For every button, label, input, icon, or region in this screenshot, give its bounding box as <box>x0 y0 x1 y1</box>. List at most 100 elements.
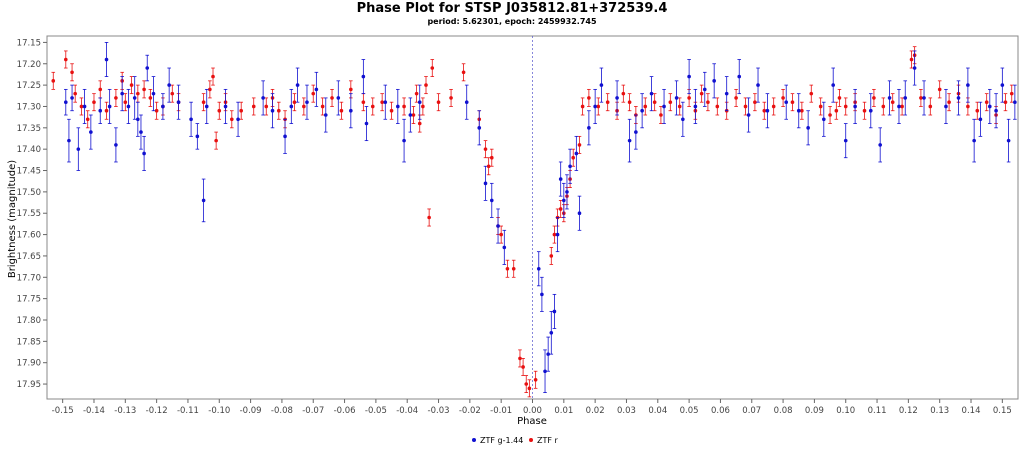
x-tick-label: 0.10 <box>836 406 855 416</box>
data-point-r <box>734 96 738 100</box>
x-axis-label: Phase <box>517 416 547 427</box>
data-point-r <box>123 100 128 104</box>
data-point-g <box>546 352 550 356</box>
data-point-g <box>236 117 240 122</box>
data-point-g <box>956 96 961 100</box>
data-point-r <box>627 100 632 104</box>
data-point-r <box>136 91 140 96</box>
data-point-g <box>502 245 507 250</box>
data-point-g <box>702 87 707 92</box>
data-point-g <box>765 108 770 113</box>
data-point-r <box>699 91 704 96</box>
data-point-r <box>427 215 431 220</box>
data-point-g <box>305 100 309 104</box>
x-tick-label: -0.10 <box>208 406 230 416</box>
x-tick-label: -0.15 <box>52 406 74 416</box>
data-point-r <box>414 91 419 96</box>
data-point-g <box>796 108 801 113</box>
data-point-r <box>402 104 406 109</box>
data-point-r <box>170 91 175 96</box>
data-point-g <box>283 134 287 139</box>
data-point-g <box>323 113 328 117</box>
data-point-g <box>574 151 579 156</box>
data-point-g <box>204 104 209 109</box>
data-point-r <box>558 207 563 211</box>
data-point-r <box>73 91 77 96</box>
data-point-g <box>167 83 171 87</box>
data-point-r <box>214 138 218 143</box>
x-tick-label: 0.11 <box>868 406 887 416</box>
data-point-r <box>217 108 222 113</box>
data-point-r <box>389 108 394 113</box>
data-point-r <box>239 108 243 113</box>
data-point-g <box>464 100 469 104</box>
data-point-g <box>681 117 685 122</box>
data-point-r <box>92 100 96 104</box>
y-tick-label: 17.55 <box>17 209 41 219</box>
data-point-g <box>223 104 228 109</box>
y-tick-label: 17.70 <box>17 273 41 283</box>
data-point-r <box>652 100 657 104</box>
data-point-g <box>662 104 666 109</box>
data-point-r <box>129 83 134 87</box>
y-tick-label: 17.20 <box>17 60 41 70</box>
data-point-g <box>887 96 892 100</box>
y-tick-label: 17.40 <box>17 145 41 155</box>
data-point-r <box>311 91 316 96</box>
x-tick-label: -0.09 <box>240 406 262 416</box>
data-point-r <box>330 96 334 100</box>
x-tick-label: 0.05 <box>680 406 699 416</box>
y-tick-label: 17.95 <box>17 380 41 390</box>
data-point-r <box>743 104 748 109</box>
y-tick-label: 17.65 <box>17 252 41 262</box>
data-point-g <box>693 104 698 109</box>
data-point-r <box>421 104 425 109</box>
data-point-g <box>756 83 760 87</box>
data-point-g <box>120 91 124 96</box>
data-point-g <box>98 108 103 113</box>
data-point-g <box>402 138 406 143</box>
data-point-r <box>966 104 970 109</box>
y-tick-label: 17.85 <box>17 337 41 347</box>
data-point-r <box>208 87 212 92</box>
data-point-r <box>417 121 422 126</box>
data-point-g <box>687 74 691 79</box>
data-point-g <box>136 117 140 122</box>
data-point-r <box>1003 100 1008 104</box>
data-point-g <box>922 96 926 100</box>
data-point-r <box>230 117 234 122</box>
data-point-g <box>1006 138 1011 143</box>
data-point-g <box>201 198 206 203</box>
data-point-g <box>396 104 400 109</box>
data-point-g <box>139 130 143 134</box>
data-point-r <box>424 83 428 87</box>
data-point-r <box>872 96 876 100</box>
data-point-g <box>383 100 388 104</box>
data-point-g <box>724 91 729 96</box>
data-point-r <box>818 104 823 109</box>
x-tick-label: -0.13 <box>114 406 136 416</box>
data-point-r <box>511 266 516 271</box>
data-point-r <box>533 377 538 382</box>
x-tick-label: 0.08 <box>774 406 793 416</box>
data-point-g <box>496 224 500 228</box>
data-point-r <box>98 87 103 92</box>
data-point-g <box>349 108 353 113</box>
data-point-r <box>51 79 56 83</box>
y-tick-label: 17.90 <box>17 359 41 369</box>
data-point-g <box>853 104 857 109</box>
data-point-g <box>593 104 597 109</box>
data-point-r <box>483 147 488 151</box>
y-tick-label: 17.80 <box>17 316 41 326</box>
data-point-g <box>63 100 68 104</box>
x-tick-label: 0.03 <box>617 406 636 416</box>
data-point-g <box>536 266 541 271</box>
data-point-r <box>148 96 153 100</box>
data-point-g <box>903 96 908 100</box>
data-point-r <box>900 104 904 109</box>
y-tick-label: 17.35 <box>17 124 41 134</box>
data-point-r <box>339 108 344 113</box>
x-tick-label: 0.14 <box>962 406 981 416</box>
x-tick-label: -0.02 <box>459 406 481 416</box>
data-point-r <box>449 96 453 100</box>
